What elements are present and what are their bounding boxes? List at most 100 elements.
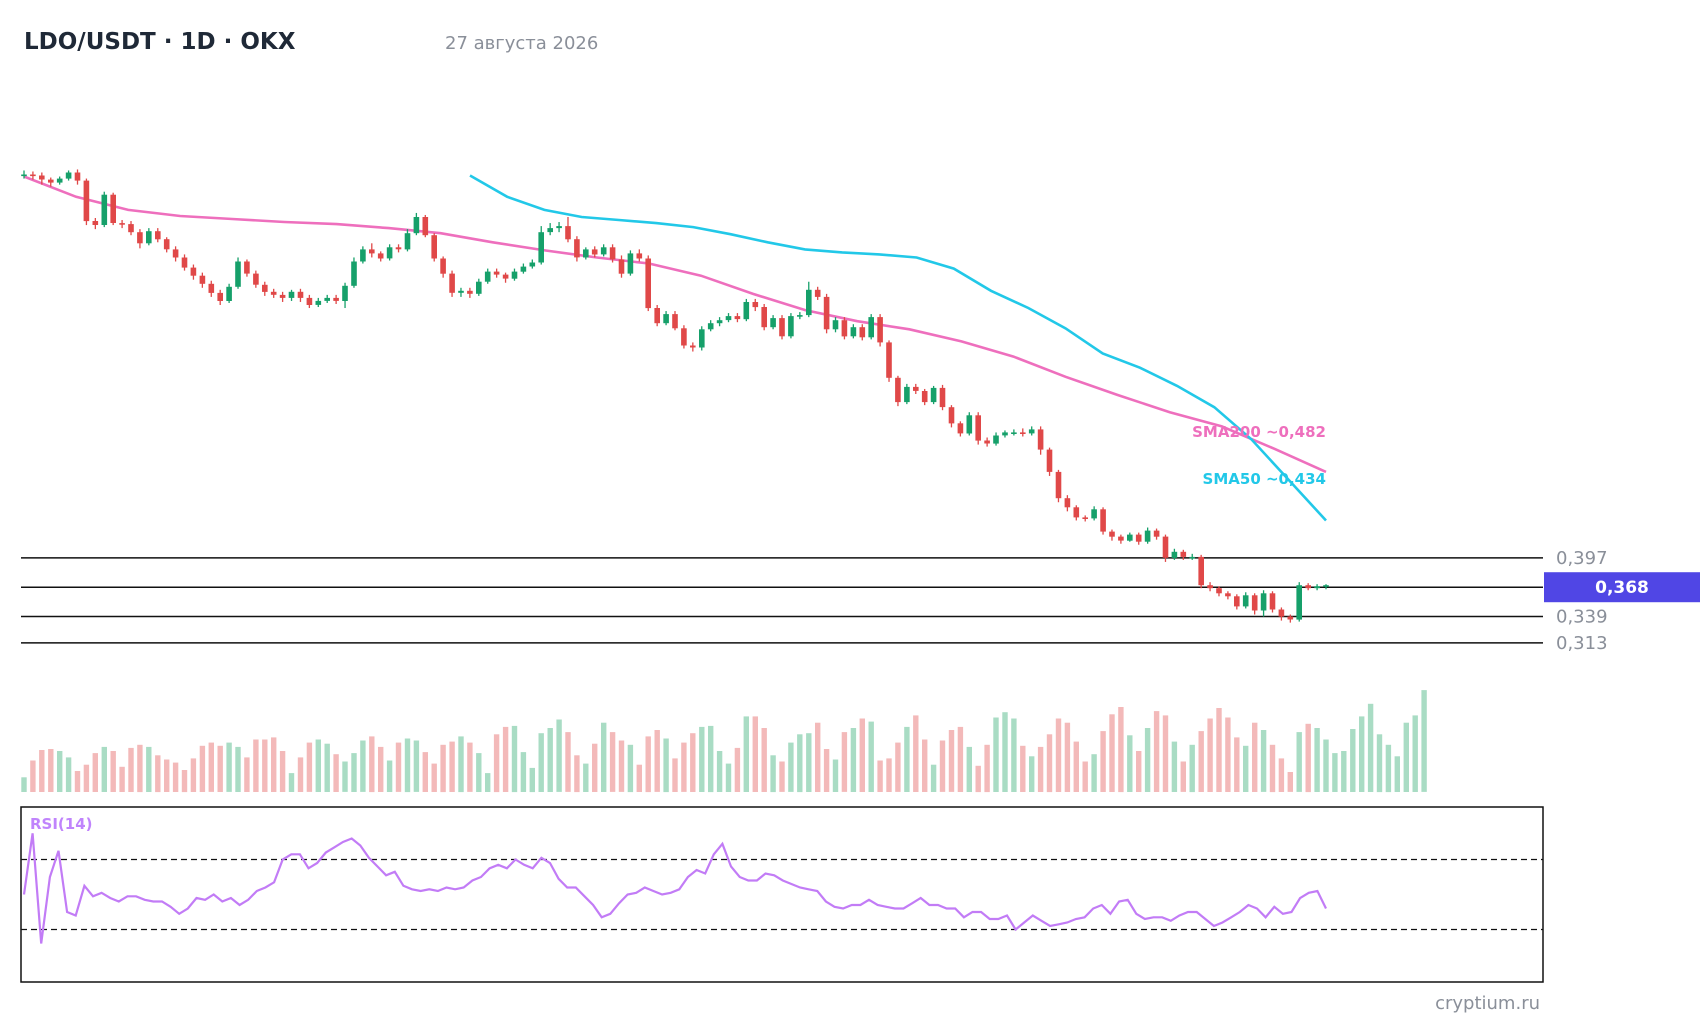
volume-bar [850,728,857,792]
volume-bar [128,747,134,792]
candle [1011,429,1017,436]
candle-body [351,261,357,286]
candle-body [904,386,910,403]
candle-body [30,174,36,177]
candle [966,412,973,436]
candle [948,405,955,428]
volume-bar [324,743,330,792]
volume-bar [529,767,535,793]
candle [217,289,223,305]
volume-bar [565,732,571,792]
volume-bar [1403,722,1409,792]
candle-body [369,249,375,254]
volume-bar [716,751,723,792]
volume-bar [1269,744,1276,793]
volume-bar [502,726,509,792]
volume-bar [877,760,883,792]
volume-bar [1002,712,1008,792]
candle-body [609,247,616,260]
rsi-frame [20,806,1544,983]
volume-bar [672,758,678,792]
volume-bar [547,728,553,792]
level-lines: 0,397 0,339 0,313 [21,548,1608,654]
volume-bar [208,742,214,792]
candlesticks [21,169,1329,623]
candle [1323,584,1329,590]
candle [199,272,206,288]
volume-bars [21,690,1427,793]
candle-body [458,290,464,293]
candle [921,388,928,406]
candle [1064,495,1071,512]
candle [814,286,821,300]
candle [690,342,696,352]
candle-body [841,320,848,337]
candle-body [1216,588,1222,594]
volume-bar [1109,714,1115,792]
candle [377,251,384,262]
volume-bar [65,757,72,792]
volume-bar [1216,708,1222,792]
candle [306,294,313,309]
candle [1028,426,1035,436]
candle-body [431,235,437,259]
current-price-badge [1544,572,1700,603]
candle [1171,548,1178,560]
candle-body [155,231,161,240]
candle-body [788,316,794,337]
volume-bar [1278,758,1285,792]
volume-bar [1064,722,1071,792]
candle [583,247,589,260]
candle-body [725,316,732,321]
volume-bar [1287,772,1293,792]
candle [422,214,429,238]
volume-bar [761,728,767,792]
candle [699,326,705,351]
candle [235,257,241,289]
candle-body [984,440,990,444]
candle [707,320,714,332]
candle-body [1234,596,1240,607]
candle-body [172,249,179,258]
candle-body [110,194,116,223]
volume-bar [262,739,268,792]
volume-bar [244,757,250,792]
candle-body [1287,616,1294,620]
candle-body [627,253,634,274]
candle-body [707,323,714,330]
sma50-line [469,174,1327,522]
candle-body [734,316,741,320]
volume-bar [1055,718,1062,792]
candle [529,259,536,269]
candle [1055,469,1062,503]
volume-bar [172,762,179,792]
candle [511,268,518,281]
candle [74,169,81,185]
candle-body [449,273,455,293]
volume-bar [1260,730,1267,792]
candle-body [262,284,268,292]
candle [1135,532,1142,545]
level-label: 0,339 [1556,607,1608,628]
candle-body [886,342,892,378]
candle-body [1020,432,1026,434]
candle [993,432,999,446]
volume-bar [1412,715,1418,792]
volume-bar [1296,732,1302,792]
volume-bar [663,738,669,793]
candle [600,244,607,257]
candle-body [797,315,803,317]
candle [939,384,946,411]
volume-bar [199,745,206,792]
volume-bar [92,753,98,792]
candle [806,281,812,318]
candle-body [832,320,839,330]
sma200-line [23,175,1327,474]
candle [351,257,357,288]
volume-bar [556,719,562,792]
volume-bar [832,759,839,792]
candle [1242,592,1249,609]
candle [208,280,215,297]
candle [1109,529,1115,541]
candle [440,256,446,278]
